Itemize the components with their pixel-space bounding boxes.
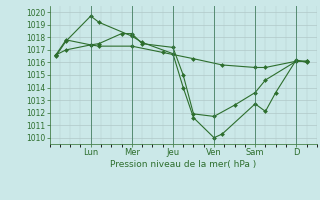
X-axis label: Pression niveau de la mer( hPa ): Pression niveau de la mer( hPa ) — [110, 160, 256, 169]
